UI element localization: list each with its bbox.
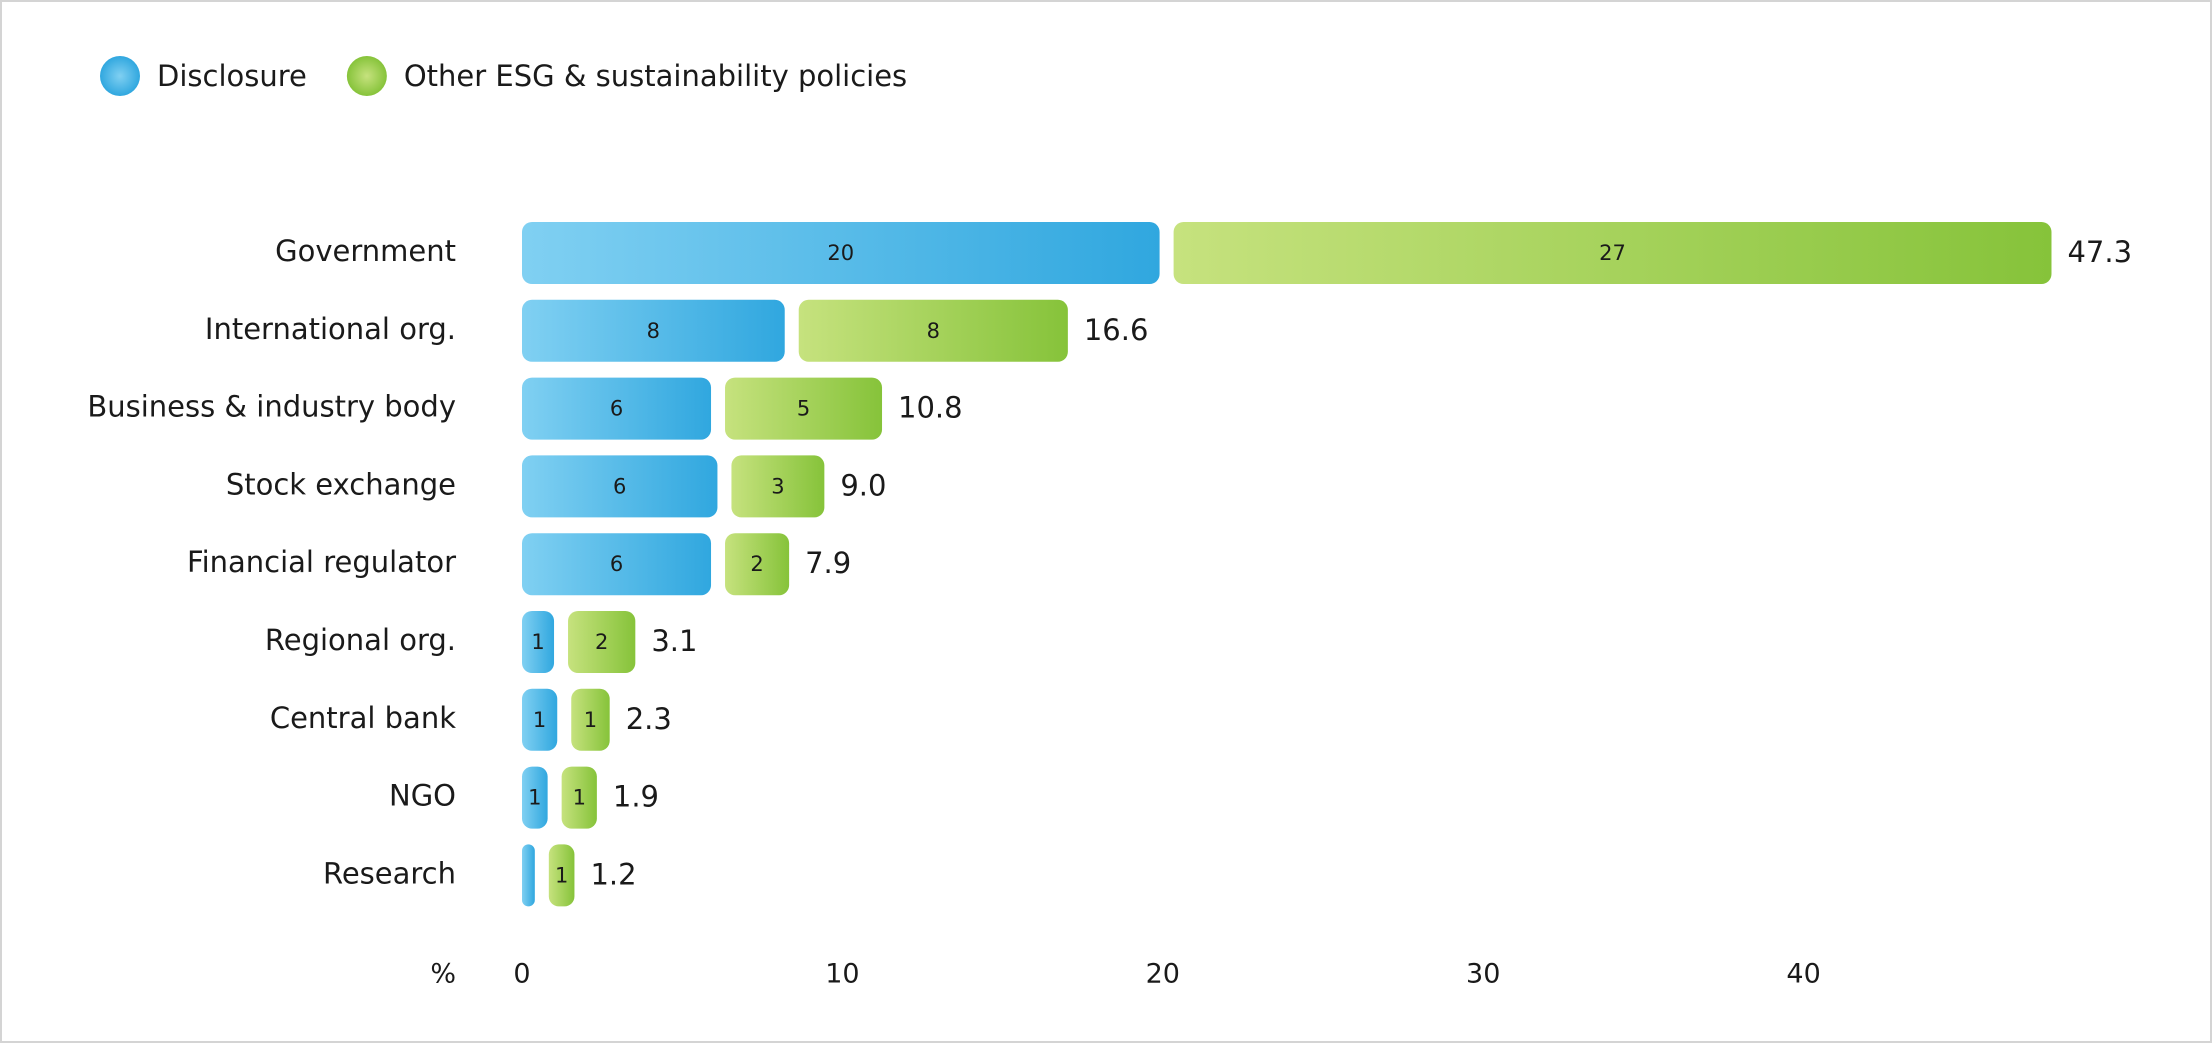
total-label: 10.8 (898, 391, 963, 425)
bar-segment (522, 688, 558, 751)
total-label: 1.2 (590, 857, 636, 891)
bar-value-label: 8 (647, 319, 660, 343)
total-label: 1.9 (613, 780, 659, 814)
bar-segment (798, 299, 1068, 362)
x-axis-label: % (430, 959, 456, 990)
bar-value-label: 1 (533, 708, 546, 732)
total-label: 3.1 (651, 624, 697, 658)
bar-segment (522, 611, 555, 673)
legend-label: Other ESG & sustainability policies (404, 59, 907, 93)
total-label: 2.3 (626, 702, 672, 736)
bar-segment (568, 611, 636, 673)
x-tick-label: 10 (825, 959, 859, 990)
bar-value-label: 1 (573, 786, 586, 810)
x-tick-label: 30 (1466, 959, 1500, 990)
y-tick-label: Stock exchange (226, 467, 456, 501)
bar-segment (522, 844, 535, 907)
y-tick-label: Research (323, 856, 456, 890)
bar-value-label: 1 (584, 708, 597, 732)
bar-value-label: 8 (927, 319, 940, 343)
legend-swatch (100, 56, 140, 96)
y-tick-label: Central bank (270, 701, 456, 735)
bar-segment (725, 533, 790, 596)
total-label: 16.6 (1084, 313, 1149, 347)
bar-segment (522, 299, 785, 362)
y-tick-label: Regional org. (265, 623, 456, 657)
bar-segment (561, 766, 597, 829)
bar-segment (522, 766, 548, 829)
y-tick-label: Government (275, 234, 456, 268)
bar-value-label: 1 (531, 630, 544, 654)
total-label: 7.9 (805, 546, 851, 580)
bar-segment (522, 377, 712, 440)
bar-value-label: 6 (613, 474, 626, 498)
bar-segment (725, 377, 883, 440)
total-label: 47.3 (2067, 235, 2132, 269)
bar-segment (548, 844, 575, 907)
bar-segment (522, 533, 712, 596)
legend-label: Disclosure (157, 59, 307, 93)
bar-segment (571, 688, 610, 751)
bar-value-label: 1 (555, 863, 568, 887)
bar-segment (731, 455, 825, 518)
bar-segment (522, 222, 1160, 284)
bar-value-label: 2 (595, 630, 608, 654)
legend-swatch (346, 56, 387, 96)
bar-value-label: 1 (528, 786, 541, 810)
bar-value-label: 3 (771, 474, 784, 498)
bar-value-label: 2 (750, 552, 763, 576)
x-tick-label: 40 (1786, 959, 1820, 990)
bar-value-label: 20 (827, 241, 854, 265)
y-tick-label: Business & industry body (87, 390, 456, 424)
bar-segment (1173, 222, 2052, 284)
bar-segment (522, 455, 718, 518)
y-tick-label: NGO (389, 779, 456, 813)
bar-value-label: 6 (610, 397, 623, 421)
bar-value-label: 5 (797, 397, 810, 421)
y-tick-label: Financial regulator (187, 545, 456, 579)
y-tick-label: International org. (205, 312, 456, 346)
x-tick-label: 0 (513, 959, 530, 990)
total-label: 9.0 (840, 468, 886, 502)
bar-value-label: 6 (610, 552, 623, 576)
x-tick-label: 20 (1146, 959, 1180, 990)
bar-value-label: 27 (1599, 241, 1626, 265)
